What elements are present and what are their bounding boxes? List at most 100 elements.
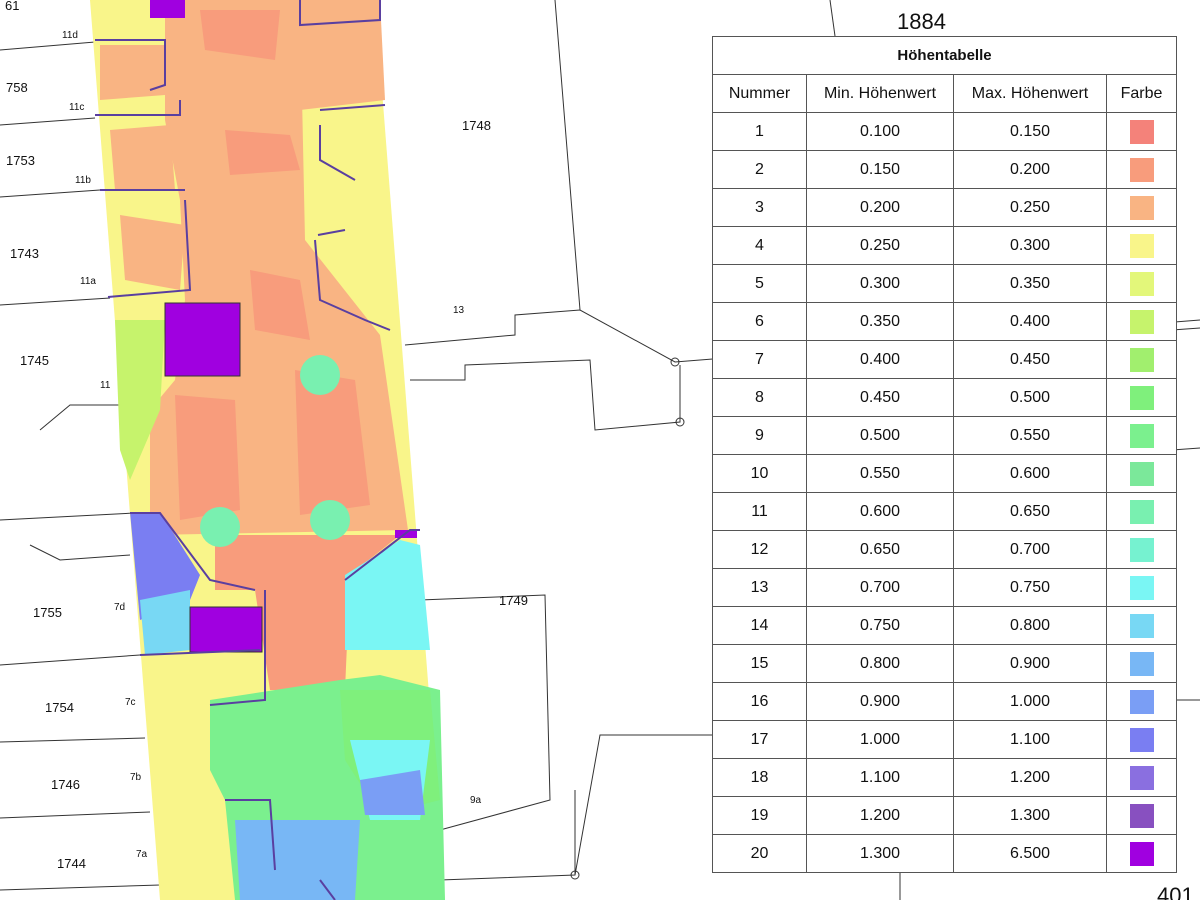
table-cell: 0.650 — [806, 530, 954, 569]
table-row: 17 1.000 1.100 — [712, 720, 1177, 759]
table-row: 18 1.100 1.200 — [712, 758, 1177, 797]
table-cell: 0.250 — [806, 226, 954, 265]
color-cell — [1106, 416, 1177, 455]
table-cell: 1.000 — [806, 720, 954, 759]
table-row: 11 0.600 0.650 — [712, 492, 1177, 531]
table-cell: 0.100 — [806, 112, 954, 151]
table-cell: 0.350 — [953, 264, 1107, 303]
table-cell: 0.350 — [806, 302, 954, 341]
parcel-label: 7d — [114, 602, 125, 613]
table-cell: 17 — [712, 720, 807, 759]
color-swatch — [1129, 195, 1154, 220]
table-cell: 0.250 — [953, 188, 1107, 227]
table-cell: 9 — [712, 416, 807, 455]
table-cell: 20 — [712, 834, 807, 873]
table-cell: 1.200 — [953, 758, 1107, 797]
parcel-label: 11 — [100, 380, 111, 391]
color-cell — [1106, 226, 1177, 265]
table-cell: 1.000 — [953, 682, 1107, 721]
table-cell: 0.450 — [806, 378, 954, 417]
table-cell: 1.300 — [806, 834, 954, 873]
column-header: Max. Höhenwert — [953, 74, 1107, 113]
parcel-label: 61 — [5, 0, 19, 13]
table-cell: 6 — [712, 302, 807, 341]
color-cell — [1106, 530, 1177, 569]
parcel-label: 758 — [6, 80, 28, 95]
building-lines — [95, 0, 420, 900]
height-raster — [90, 0, 445, 900]
parcel-label: 11b — [75, 175, 91, 186]
table-cell: 0.450 — [953, 340, 1107, 379]
table-cell: 10 — [712, 454, 807, 493]
color-swatch — [1129, 423, 1154, 448]
parcel-label: 1754 — [45, 700, 74, 715]
table-cell: 0.550 — [953, 416, 1107, 455]
table-cell: 0.600 — [953, 454, 1107, 493]
color-cell — [1106, 188, 1177, 227]
table-cell: 2 — [712, 150, 807, 189]
parcel-label: 11c — [69, 102, 84, 113]
table-cell: 16 — [712, 682, 807, 721]
parcel-label: 1749 — [499, 593, 528, 608]
table-cell: 5 — [712, 264, 807, 303]
table-cell: 0.800 — [953, 606, 1107, 645]
table-row: 15 0.800 0.900 — [712, 644, 1177, 683]
table-cell: 0.700 — [806, 568, 954, 607]
table-row: 6 0.350 0.400 — [712, 302, 1177, 341]
table-cell: 0.400 — [953, 302, 1107, 341]
table-cell: 0.600 — [806, 492, 954, 531]
table-cell: 1 — [712, 112, 807, 151]
color-cell — [1106, 644, 1177, 683]
color-cell — [1106, 796, 1177, 835]
table-cell: 7 — [712, 340, 807, 379]
table-cell: 0.150 — [953, 112, 1107, 151]
table-cell: 0.300 — [806, 264, 954, 303]
table-cell: 11 — [712, 492, 807, 531]
table-cell: 19 — [712, 796, 807, 835]
table-cell: 0.550 — [806, 454, 954, 493]
table-row: 13 0.700 0.750 — [712, 568, 1177, 607]
table-row: 12 0.650 0.700 — [712, 530, 1177, 569]
parcel-label: 7a — [136, 849, 148, 860]
table-cell: 0.150 — [806, 150, 954, 189]
table-row: 8 0.450 0.500 — [712, 378, 1177, 417]
table-cell: 13 — [712, 568, 807, 607]
parcel-label: 7c — [125, 697, 136, 708]
height-table: Höhentabelle Nummer Min. Höhenwert Max. Hö… — [712, 36, 1177, 873]
color-cell — [1106, 340, 1177, 379]
color-cell — [1106, 112, 1177, 151]
map-labels: 61 11d 758 11c 1753 11b 1743 11a 1745 11… — [5, 0, 1194, 900]
color-swatch — [1129, 613, 1154, 638]
table-cell: 1.100 — [953, 720, 1107, 759]
table-cell: 12 — [712, 530, 807, 569]
column-header: Min. Höhenwert — [806, 74, 954, 113]
parcel-label: 1745 — [20, 353, 49, 368]
color-cell — [1106, 264, 1177, 303]
color-swatch — [1129, 157, 1154, 182]
color-cell — [1106, 758, 1177, 797]
table-cell: 6.500 — [953, 834, 1107, 873]
color-cell — [1106, 302, 1177, 341]
table-cell: 1.100 — [806, 758, 954, 797]
color-swatch — [1129, 119, 1154, 144]
table-row: 9 0.500 0.550 — [712, 416, 1177, 455]
table-row: 7 0.400 0.450 — [712, 340, 1177, 379]
column-header: Nummer — [712, 74, 807, 113]
color-cell — [1106, 682, 1177, 721]
table-cell: 0.700 — [953, 530, 1107, 569]
table-cell: 0.750 — [953, 568, 1107, 607]
table-cell: 0.800 — [806, 644, 954, 683]
parcel-label: 13 — [453, 305, 465, 316]
table-cell: 8 — [712, 378, 807, 417]
parcel-label: 7b — [130, 772, 142, 783]
color-swatch — [1129, 803, 1154, 828]
parcel-label: 1743 — [10, 246, 39, 261]
parcel-label: 1748 — [462, 118, 491, 133]
color-swatch — [1129, 461, 1154, 486]
table-cell: 0.500 — [806, 416, 954, 455]
table-cell: 0.900 — [953, 644, 1107, 683]
color-swatch — [1129, 347, 1154, 372]
table-row: 19 1.200 1.300 — [712, 796, 1177, 835]
